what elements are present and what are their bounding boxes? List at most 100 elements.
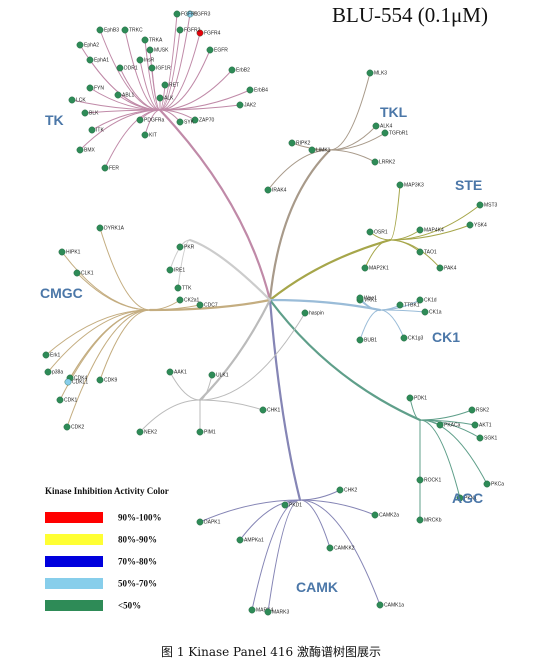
kinase-node [326, 544, 334, 552]
twig [379, 309, 405, 339]
twig [267, 499, 301, 613]
kinase-node [264, 608, 272, 616]
kinase-node [101, 164, 109, 172]
twig [59, 309, 151, 401]
kinase-node [166, 266, 174, 274]
kinase-label: TAO1 [424, 249, 437, 255]
branch [268, 238, 392, 302]
kinase-label: NEK2 [144, 429, 157, 435]
kinase-node [56, 396, 64, 404]
kinase-label: CDK4 [74, 375, 88, 381]
twig [67, 309, 151, 383]
kinase-label: p38a [52, 369, 63, 375]
kinase-label: BUB1 [364, 337, 377, 343]
branches [45, 13, 488, 613]
legend-label: 50%-70% [118, 579, 157, 589]
kinase-node [121, 26, 129, 34]
kinase-label: EphA2 [84, 42, 99, 48]
branch [268, 148, 332, 302]
kinase-label: ErbB4 [254, 87, 268, 93]
twig [389, 184, 401, 241]
kinase-label: CK1d [424, 297, 437, 303]
legend: 90%-100% 80%-90% 70%-80% 50%-70% <50% [45, 512, 162, 611]
kinase-node [476, 201, 484, 209]
kinase-node [114, 91, 122, 99]
kinase-node [476, 434, 484, 442]
kinase-label: TGFbR1 [389, 130, 408, 136]
kinase-node [376, 601, 384, 609]
branch [268, 298, 302, 502]
kinase-label: TRKC [129, 27, 143, 33]
kinase-node [416, 296, 424, 304]
twig [389, 224, 471, 241]
twig [66, 309, 151, 428]
kinase-label: Wee1 [364, 295, 377, 301]
kinase-node [42, 351, 50, 359]
kinase-node [236, 536, 244, 544]
kinase-label: YSK4 [474, 222, 487, 228]
kinase-node [421, 308, 429, 316]
twig [251, 499, 301, 611]
kinase-node [176, 296, 184, 304]
kinase-node [416, 476, 424, 484]
kinase-node [336, 486, 344, 494]
kinase-label: MARK4 [256, 607, 273, 613]
twig [409, 397, 421, 421]
kinase-label: EphA1 [94, 57, 109, 63]
kinase-label: KIT [149, 132, 157, 138]
twig [76, 272, 151, 311]
kinase-node [148, 64, 156, 72]
kinase-node [301, 309, 309, 317]
kinase-node [141, 36, 149, 44]
kinase-node [68, 96, 76, 104]
branch [268, 298, 382, 312]
kinase-label: DAPK1 [204, 519, 221, 525]
kinase-node [436, 264, 444, 272]
group-label: TK [45, 112, 64, 128]
twig [99, 227, 151, 311]
kinase-label: CAMK1a [384, 602, 404, 608]
kinase-label: BMX [84, 147, 96, 153]
kinase-node [161, 81, 169, 89]
kinase-node [366, 228, 374, 236]
kinase-label: CAMK2a [379, 512, 399, 518]
kinase-node [58, 248, 66, 256]
kinase-label: LIMK1 [316, 147, 331, 153]
kinase-node [288, 139, 296, 147]
kinase-node [136, 56, 144, 64]
kinase-label: AKT1 [479, 422, 492, 428]
kinase-node [76, 41, 84, 49]
kinase-label: EphB3 [104, 27, 119, 33]
kinase-label: DDR1 [124, 65, 138, 71]
kinase-node [372, 122, 380, 130]
kinase-label: IGF1R [156, 65, 171, 71]
twig [329, 72, 371, 151]
kinase-label: TTK [182, 285, 192, 291]
kinase-label: InsR [144, 57, 155, 63]
twig [159, 89, 251, 111]
kinase-node [86, 56, 94, 64]
kinase-label: CHK2 [344, 487, 358, 493]
branch [268, 298, 422, 422]
kinase-label: OSR1 [374, 229, 388, 235]
legend-swatch [45, 600, 103, 611]
kinase-node [259, 406, 267, 414]
nodes: FGFR3 FGFR4 FGFR1 FGFR2 EphB3 EphA2 EphA1 TRKC T… [42, 10, 504, 616]
legend-title: Kinase Inhibition Activity Color [45, 486, 169, 496]
kinase-label: PKCa [491, 481, 504, 487]
kinase-label: VRK1 [364, 297, 377, 303]
kinase-node [228, 66, 236, 74]
kinase-node [156, 94, 164, 102]
kinase-label: ErbB2 [236, 67, 250, 73]
twig [299, 499, 376, 516]
kinase-label: CDC7 [204, 302, 218, 308]
twig [199, 312, 306, 401]
kinase-node [173, 10, 181, 18]
kinase-node [64, 378, 72, 386]
kinase-label: CDK1 [64, 397, 78, 403]
kinase-label: AMPKa1 [244, 537, 264, 543]
kinase-node [471, 421, 479, 429]
kinase-label: ITK [96, 127, 104, 133]
group-label: CAMK [296, 579, 338, 595]
title: BLU-554 (0.1μM) [332, 3, 488, 27]
